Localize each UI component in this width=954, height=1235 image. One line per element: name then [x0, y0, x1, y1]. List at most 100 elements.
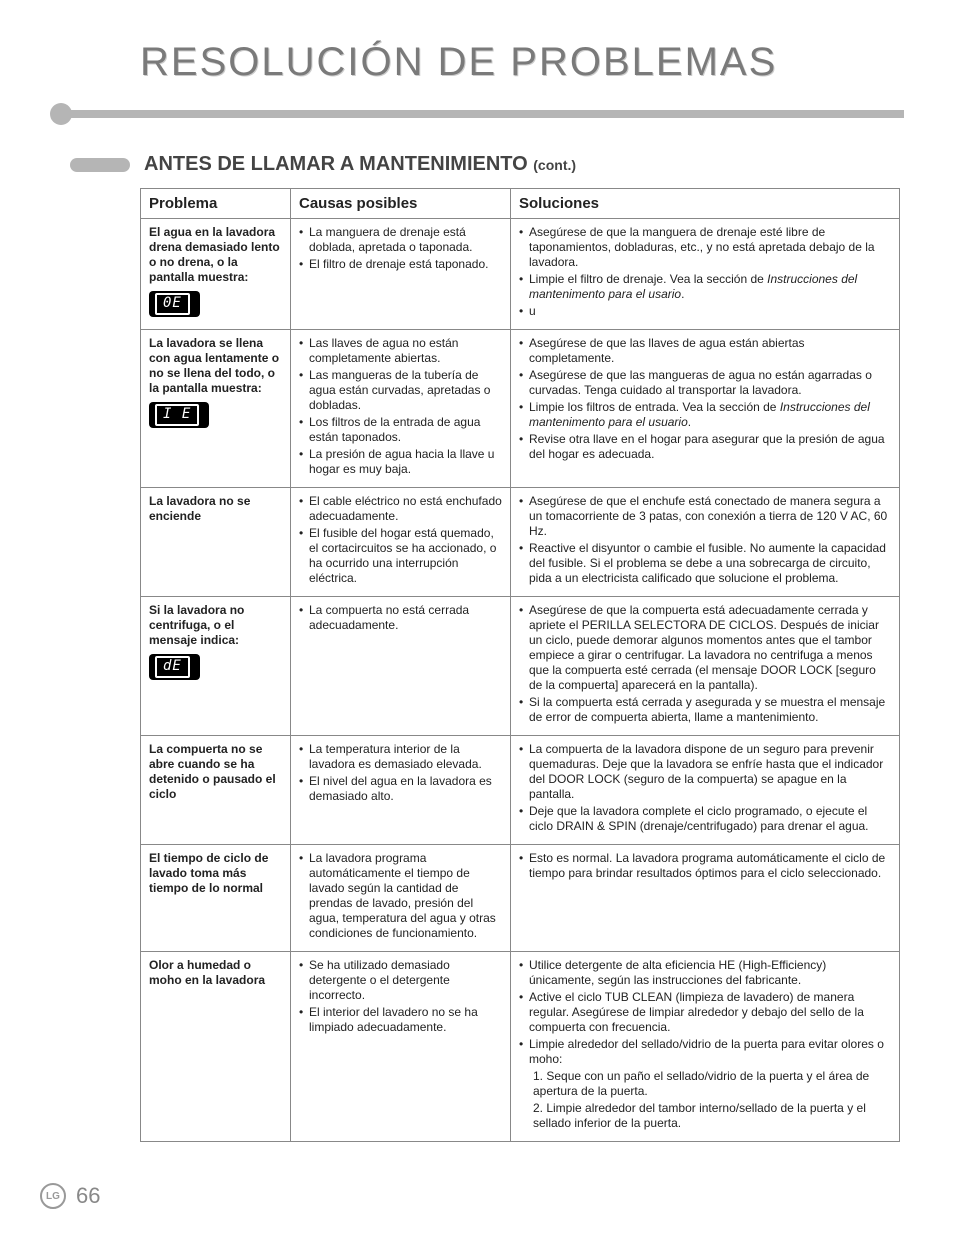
table-row: El tiempo de ciclo de lavado toma más ti…	[141, 845, 900, 952]
list-item: u	[519, 304, 891, 319]
list-item: Limpie el filtro de drenaje. Vea la secc…	[519, 272, 891, 302]
error-code-badge: 0E	[149, 291, 200, 317]
problem-text: La compuerta no se abre cuando se ha det…	[149, 742, 282, 802]
list-item: Los filtros de la entrada de agua están …	[299, 415, 502, 445]
problem-text: La lavadora no se enciende	[149, 494, 282, 524]
cell-solutions: Asegúrese de que la manguera de drenaje …	[511, 219, 900, 330]
problem-text: La lavadora se llena con agua lentamente…	[149, 336, 282, 396]
list-item: La compuerta de la lavadora dispone de u…	[519, 742, 891, 802]
list-item: El fusible del hogar está quemado, el co…	[299, 526, 502, 586]
solutions-list: Asegúrese de que las llaves de agua está…	[519, 336, 891, 462]
troubleshooting-table: Problema Causas posibles Soluciones El a…	[140, 188, 900, 1142]
cell-problem: Si la lavadora no centrifuga, o el mensa…	[141, 597, 291, 736]
causes-list: Se ha utilizado demasiado detergente o e…	[299, 958, 502, 1035]
list-item: La presión de agua hacia la llave u hoga…	[299, 447, 502, 477]
list-item: Asegúrese de que la manguera de drenaje …	[519, 225, 891, 270]
section-heading-text: ANTES DE LLAMAR A MANTENIMIENTO	[144, 153, 528, 175]
cell-problem: Olor a humedad o moho en la lavadora	[141, 952, 291, 1142]
table-body: El agua en la lavadora drena demasiado l…	[141, 219, 900, 1142]
list-item: La lavadora programa automáticamente el …	[299, 851, 502, 941]
list-item: El filtro de drenaje está taponado.	[299, 257, 502, 272]
list-item: Esto es normal. La lavadora programa aut…	[519, 851, 891, 881]
error-code-text: I E	[155, 404, 199, 426]
list-item: La manguera de drenaje está doblada, apr…	[299, 225, 502, 255]
causes-list: La compuerta no está cerrada adecuadamen…	[299, 603, 502, 633]
col-solutions: Soluciones	[511, 189, 900, 219]
section-heading-cont: (cont.)	[533, 157, 576, 173]
solutions-list: La compuerta de la lavadora dispone de u…	[519, 742, 891, 834]
table-row: Si la lavadora no centrifuga, o el mensa…	[141, 597, 900, 736]
list-item: La temperatura interior de la lavadora e…	[299, 742, 502, 772]
col-causes: Causas posibles	[291, 189, 511, 219]
list-item: El cable eléctrico no está enchufado ade…	[299, 494, 502, 524]
cell-causes: Las llaves de agua no están completament…	[291, 330, 511, 488]
troubleshooting-table-wrap: Problema Causas posibles Soluciones El a…	[50, 188, 904, 1142]
list-item: Limpie los filtros de entrada. Vea la se…	[519, 400, 891, 430]
list-item: Se ha utilizado demasiado detergente o e…	[299, 958, 502, 1003]
col-problem: Problema	[141, 189, 291, 219]
table-header-row: Problema Causas posibles Soluciones	[141, 189, 900, 219]
list-item: El nivel del agua en la lavadora es dema…	[299, 774, 502, 804]
decor-dot	[50, 103, 72, 125]
causes-list: La manguera de drenaje está doblada, apr…	[299, 225, 502, 272]
problem-text: Si la lavadora no centrifuga, o el mensa…	[149, 603, 282, 648]
solutions-list: Esto es normal. La lavadora programa aut…	[519, 851, 891, 881]
cell-causes: La lavadora programa automáticamente el …	[291, 845, 511, 952]
cell-causes: La compuerta no está cerrada adecuadamen…	[291, 597, 511, 736]
list-item: Deje que la lavadora complete el ciclo p…	[519, 804, 891, 834]
lg-logo-icon: LG	[40, 1183, 66, 1209]
cell-solutions: Asegúrese de que el enchufe está conecta…	[511, 488, 900, 597]
causes-list: La lavadora programa automáticamente el …	[299, 851, 502, 941]
list-item: Active el ciclo TUB CLEAN (limpieza de l…	[519, 990, 891, 1035]
list-item: Revise otra llave en el hogar para asegu…	[519, 432, 891, 462]
problem-text: El tiempo de ciclo de lavado toma más ti…	[149, 851, 282, 896]
list-item: 1. Seque con un paño el sellado/vidrio d…	[533, 1069, 891, 1099]
list-item: La compuerta no está cerrada adecuadamen…	[299, 603, 502, 633]
problem-text: Olor a humedad o moho en la lavadora	[149, 958, 282, 988]
problem-text: El agua en la lavadora drena demasiado l…	[149, 225, 282, 285]
decor-bar	[50, 103, 904, 125]
cell-causes: El cable eléctrico no está enchufado ade…	[291, 488, 511, 597]
numbered-steps: 1. Seque con un paño el sellado/vidrio d…	[519, 1069, 891, 1131]
list-item: Reactive el disyuntor o cambie el fusibl…	[519, 541, 891, 586]
list-item: Las llaves de agua no están completament…	[299, 336, 502, 366]
error-code-text: 0E	[155, 293, 190, 315]
cell-solutions: Utilice detergente de alta eficiencia HE…	[511, 952, 900, 1142]
list-item: Si la compuerta está cerrada y asegurada…	[519, 695, 891, 725]
cell-problem: El agua en la lavadora drena demasiado l…	[141, 219, 291, 330]
error-code-text: dE	[155, 656, 190, 678]
list-item: Las mangueras de la tubería de agua está…	[299, 368, 502, 413]
list-item: Asegúrese de que las llaves de agua está…	[519, 336, 891, 366]
cell-problem: El tiempo de ciclo de lavado toma más ti…	[141, 845, 291, 952]
cell-causes: La temperatura interior de la lavadora e…	[291, 736, 511, 845]
decor-line	[68, 110, 904, 118]
list-item: Asegúrese de que la compuerta está adecu…	[519, 603, 891, 693]
error-code-badge: dE	[149, 654, 200, 680]
list-item: Limpie alrededor del sellado/vidrio de l…	[519, 1037, 891, 1067]
solutions-list: Asegúrese de que el enchufe está conecta…	[519, 494, 891, 586]
section-pill-icon	[70, 158, 130, 172]
section-heading: ANTES DE LLAMAR A MANTENIMIENTO (cont.)	[144, 153, 576, 176]
section-heading-row: ANTES DE LLAMAR A MANTENIMIENTO (cont.)	[70, 153, 904, 176]
table-row: La lavadora no se enciende El cable eléct…	[141, 488, 900, 597]
list-item: El interior del lavadero no se ha limpia…	[299, 1005, 502, 1035]
list-item: Utilice detergente de alta eficiencia HE…	[519, 958, 891, 988]
cell-solutions: Esto es normal. La lavadora programa aut…	[511, 845, 900, 952]
page-footer: LG 66	[40, 1183, 100, 1209]
solutions-list: Utilice detergente de alta eficiencia HE…	[519, 958, 891, 1067]
causes-list: Las llaves de agua no están completament…	[299, 336, 502, 477]
cell-solutions: La compuerta de la lavadora dispone de u…	[511, 736, 900, 845]
causes-list: El cable eléctrico no está enchufado ade…	[299, 494, 502, 586]
error-code-badge: I E	[149, 402, 209, 428]
solutions-list: Asegúrese de que la manguera de drenaje …	[519, 225, 891, 319]
table-row: La lavadora se llena con agua lentamente…	[141, 330, 900, 488]
list-item: Asegúrese de que las mangueras de agua n…	[519, 368, 891, 398]
cell-problem: La lavadora no se enciende	[141, 488, 291, 597]
list-item: Asegúrese de que el enchufe está conecta…	[519, 494, 891, 539]
causes-list: La temperatura interior de la lavadora e…	[299, 742, 502, 804]
cell-causes: Se ha utilizado demasiado detergente o e…	[291, 952, 511, 1142]
table-row: Olor a humedad o moho en la lavadora Se h…	[141, 952, 900, 1142]
cell-causes: La manguera de drenaje está doblada, apr…	[291, 219, 511, 330]
cell-solutions: Asegúrese de que la compuerta está adecu…	[511, 597, 900, 736]
cell-problem: La lavadora se llena con agua lentamente…	[141, 330, 291, 488]
